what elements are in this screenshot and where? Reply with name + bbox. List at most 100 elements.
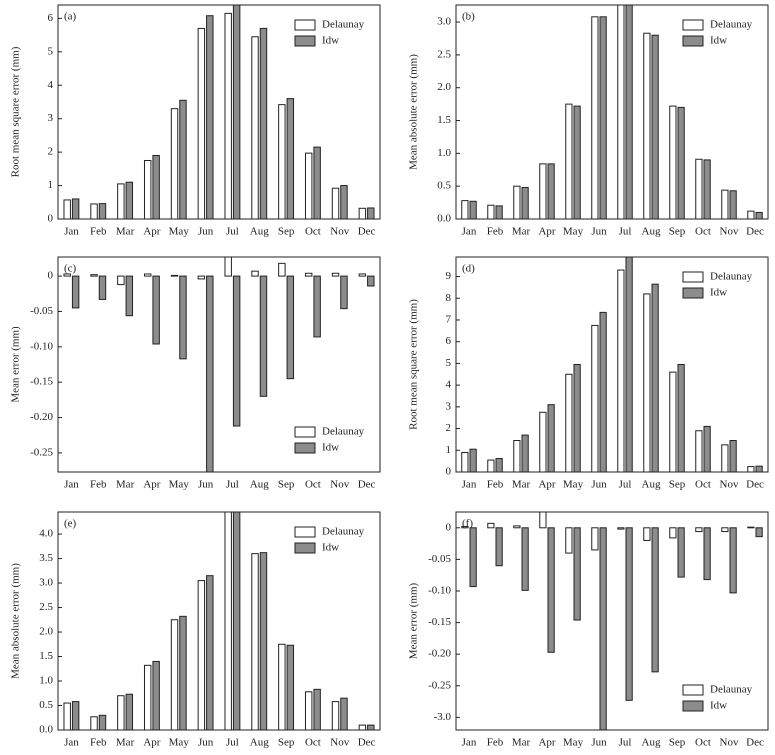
x-tick-label: Mar: [512, 226, 531, 238]
bar: [63, 273, 71, 277]
bar: [304, 691, 313, 730]
bar: [695, 527, 703, 533]
bar: [232, 512, 241, 730]
y-tick-label: 0: [48, 270, 54, 282]
x-tick-label: Apr: [143, 226, 160, 238]
bar: [286, 275, 295, 380]
x-tick-label: Mar: [116, 479, 135, 491]
bar: [206, 575, 214, 730]
bar: [643, 293, 651, 472]
y-tick-label: 0.5: [39, 699, 53, 711]
bar: [90, 274, 98, 277]
legend-swatch: [294, 35, 316, 47]
bar: [461, 200, 469, 219]
y-tick-label: 0.0: [437, 213, 451, 225]
bar: [565, 373, 573, 472]
legend-label: Delaunay: [710, 271, 753, 283]
bar: [304, 152, 313, 219]
legend-swatch: [294, 442, 316, 454]
y-tick-label: 4: [446, 379, 452, 391]
bar: [461, 451, 469, 472]
y-tick-label: 3.5: [39, 552, 53, 564]
bar: [755, 527, 763, 538]
y-tick-label: 7: [446, 314, 452, 326]
y-tick-label: -0.25: [428, 679, 451, 691]
bar: [547, 404, 555, 472]
bar: [71, 275, 80, 309]
plot-frame: [57, 511, 381, 731]
x-tick-label: Jun: [198, 226, 214, 238]
panel: Jan Feb Mar Apr May Jun Jul Aug Sep Oct Nov Dec 0 1 2 3…: [408, 256, 769, 491]
y-tick-label: 1: [446, 444, 452, 456]
x-tick-label: Feb: [90, 226, 107, 238]
bar: [331, 272, 340, 277]
x-tick-label: Apr: [143, 737, 160, 749]
bar: [117, 695, 125, 730]
bar: [755, 211, 763, 219]
bar: [521, 434, 529, 472]
bar: [539, 411, 547, 472]
bars: [63, 257, 375, 472]
bar: [729, 190, 737, 219]
bar: [617, 5, 625, 219]
x-tick-label: Oct: [695, 479, 711, 491]
bar: [729, 440, 737, 472]
x-tick-label: Feb: [90, 737, 107, 749]
bar: [599, 16, 607, 219]
bar: [677, 527, 685, 578]
x-tick-label: Jan: [462, 737, 477, 749]
x-tick-label: Aug: [250, 737, 269, 749]
x-tick-label: Sep: [669, 479, 686, 491]
bar: [170, 619, 179, 730]
bar: [703, 527, 711, 581]
bar: [358, 273, 367, 277]
bar: [251, 36, 259, 219]
bar: [747, 526, 755, 529]
y-tick-label: 9: [446, 270, 452, 282]
bar: [90, 203, 98, 219]
bars: [461, 5, 763, 219]
bar: [206, 275, 214, 472]
panel: Jan Feb Mar Apr May Jun Jul Aug Sep Oct Nov Dec 0 -0.…: [408, 511, 769, 749]
bar: [703, 425, 711, 472]
bar: [651, 34, 659, 219]
y-tick-label: 1.5: [437, 114, 451, 126]
legend-label: Delaunay: [710, 19, 753, 31]
bar: [651, 527, 659, 673]
y-axis-title: Root mean square error (mm): [408, 299, 420, 430]
panel-label: (b): [462, 11, 475, 23]
bars: [63, 5, 375, 219]
bar: [625, 5, 633, 219]
x-tick-label: Oct: [305, 226, 321, 238]
x-tick-label: Jun: [591, 479, 607, 491]
y-tick-label: 8: [446, 292, 452, 304]
x-tick-label: Oct: [305, 737, 321, 749]
y-tick-label: 4: [48, 79, 54, 91]
bars: [63, 512, 375, 730]
x-tick-label: Oct: [305, 479, 321, 491]
bar: [721, 189, 729, 219]
y-tick-label: -0.25: [30, 446, 53, 458]
plot-frame: [455, 511, 769, 731]
y-tick-label: 2: [446, 422, 452, 434]
y-tick-label: -0.20: [30, 411, 53, 423]
y-tick-label: 1.0: [437, 147, 451, 159]
bar: [547, 163, 555, 219]
x-tick-label: Mar: [512, 479, 531, 491]
x-tick-label: May: [563, 479, 584, 491]
bar: [599, 311, 607, 472]
x-tick-label: Feb: [90, 479, 107, 491]
bar: [591, 527, 599, 551]
bar: [625, 527, 633, 701]
x-tick-label: Feb: [487, 479, 504, 491]
y-axis-title: Root mean square error (mm): [10, 46, 22, 177]
x-tick-label: Jan: [462, 226, 477, 238]
panel: Jan Feb Mar Apr May Jun Jul Aug Sep Oct Nov Dec 0 -0.…: [10, 256, 381, 491]
bar: [651, 283, 659, 472]
plot-frame: [455, 256, 769, 473]
bar: [98, 203, 107, 219]
plot-frame: [57, 4, 381, 220]
x-tick-label: Dec: [746, 737, 764, 749]
x-tick-label: Sep: [278, 226, 295, 238]
